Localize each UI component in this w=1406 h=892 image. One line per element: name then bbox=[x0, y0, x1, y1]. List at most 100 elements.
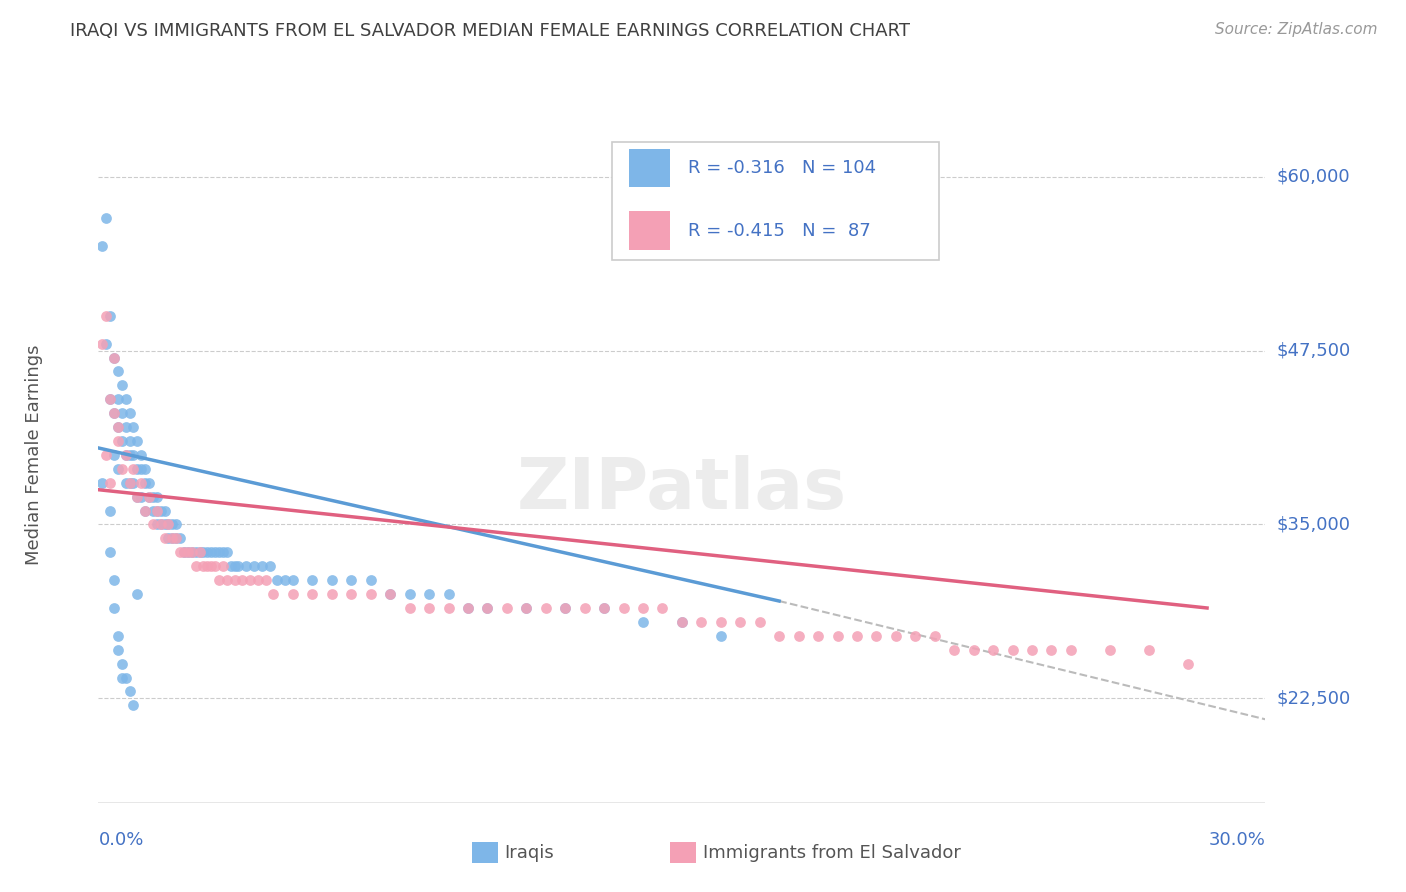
Point bbox=[262, 587, 284, 601]
Point bbox=[103, 601, 125, 615]
Point bbox=[98, 545, 121, 559]
Point bbox=[515, 601, 537, 615]
Point bbox=[250, 559, 273, 574]
Point bbox=[127, 587, 149, 601]
Point bbox=[103, 448, 125, 462]
Point bbox=[98, 392, 121, 407]
Point bbox=[259, 559, 281, 574]
Point bbox=[200, 545, 222, 559]
Point bbox=[162, 517, 184, 532]
Point bbox=[114, 475, 136, 490]
Point bbox=[157, 517, 180, 532]
Point bbox=[91, 336, 114, 351]
Point bbox=[134, 475, 156, 490]
Point bbox=[378, 587, 402, 601]
Point bbox=[477, 601, 499, 615]
Point bbox=[180, 545, 202, 559]
Point bbox=[96, 336, 118, 351]
Point bbox=[195, 545, 218, 559]
Point bbox=[418, 601, 440, 615]
Point bbox=[122, 475, 145, 490]
Point bbox=[142, 490, 165, 504]
Point bbox=[1177, 657, 1199, 671]
Point bbox=[111, 434, 134, 448]
Point bbox=[129, 490, 152, 504]
Point bbox=[111, 378, 134, 392]
Point bbox=[138, 475, 160, 490]
Point bbox=[157, 517, 180, 532]
Point bbox=[437, 601, 460, 615]
Point bbox=[188, 545, 211, 559]
Point bbox=[204, 559, 226, 574]
Point bbox=[593, 601, 616, 615]
Point bbox=[134, 503, 156, 517]
Point bbox=[631, 615, 654, 629]
Point bbox=[107, 642, 129, 657]
Point bbox=[398, 601, 420, 615]
Point bbox=[904, 629, 927, 643]
Text: Source: ZipAtlas.com: Source: ZipAtlas.com bbox=[1215, 22, 1378, 37]
Point bbox=[710, 629, 733, 643]
Point bbox=[671, 615, 693, 629]
Point bbox=[103, 351, 125, 365]
Point bbox=[149, 517, 172, 532]
Point bbox=[246, 573, 269, 587]
Point bbox=[184, 559, 207, 574]
Point bbox=[690, 615, 713, 629]
Point bbox=[437, 587, 460, 601]
Point bbox=[1098, 642, 1121, 657]
Point bbox=[554, 601, 576, 615]
Point bbox=[138, 490, 160, 504]
Point bbox=[162, 532, 184, 546]
Bar bbox=[472, 842, 498, 863]
Point bbox=[146, 503, 169, 517]
Point bbox=[122, 448, 145, 462]
Point bbox=[127, 434, 149, 448]
Point bbox=[748, 615, 770, 629]
Point bbox=[340, 573, 363, 587]
Point bbox=[98, 475, 121, 490]
Point bbox=[122, 420, 145, 434]
Point bbox=[321, 587, 343, 601]
Point bbox=[103, 351, 125, 365]
Point bbox=[612, 601, 634, 615]
Point bbox=[153, 532, 176, 546]
Point bbox=[1021, 642, 1043, 657]
Point bbox=[554, 601, 576, 615]
Bar bbox=[630, 149, 671, 187]
Point bbox=[177, 545, 200, 559]
Point bbox=[208, 545, 231, 559]
Text: $22,500: $22,500 bbox=[1277, 690, 1351, 707]
Point bbox=[107, 434, 129, 448]
Point bbox=[129, 475, 152, 490]
Point bbox=[340, 587, 363, 601]
Point bbox=[114, 671, 136, 685]
Point bbox=[184, 545, 207, 559]
Point bbox=[730, 615, 752, 629]
Point bbox=[107, 420, 129, 434]
Point bbox=[231, 573, 253, 587]
Point bbox=[593, 601, 616, 615]
Point bbox=[534, 601, 557, 615]
Point bbox=[943, 642, 966, 657]
Point bbox=[127, 490, 149, 504]
Point bbox=[111, 657, 134, 671]
Point bbox=[239, 573, 262, 587]
Point bbox=[177, 545, 200, 559]
Point bbox=[200, 559, 222, 574]
Point bbox=[281, 573, 304, 587]
Point bbox=[651, 601, 673, 615]
Point bbox=[1040, 642, 1063, 657]
Point bbox=[165, 517, 187, 532]
Text: $60,000: $60,000 bbox=[1277, 168, 1350, 186]
Point bbox=[127, 462, 149, 476]
Point bbox=[146, 490, 169, 504]
Point bbox=[118, 406, 141, 420]
Point bbox=[495, 601, 517, 615]
Point bbox=[134, 503, 156, 517]
Point bbox=[962, 642, 984, 657]
Point bbox=[215, 545, 238, 559]
Point bbox=[631, 601, 654, 615]
Text: Median Female Earnings: Median Female Earnings bbox=[25, 344, 44, 566]
Point bbox=[224, 559, 246, 574]
